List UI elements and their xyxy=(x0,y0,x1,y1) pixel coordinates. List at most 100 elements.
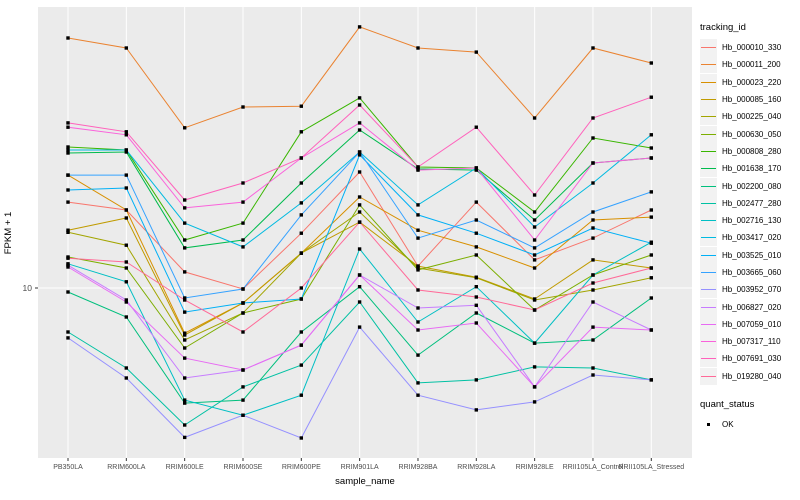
legend-line-swatch xyxy=(701,375,716,377)
data-point xyxy=(591,300,595,304)
data-point xyxy=(416,168,420,172)
data-point xyxy=(299,156,303,160)
data-point xyxy=(591,136,595,140)
data-point xyxy=(299,343,303,347)
x-tick-label: RRIM928LE xyxy=(516,464,554,471)
legend-entry-label: Hb_003665_060 xyxy=(722,268,782,277)
legend-line-swatch xyxy=(701,358,716,360)
legend-key-line-icon xyxy=(700,56,717,74)
x-tick-label: RRII105LA_Stressed xyxy=(618,464,684,471)
data-point xyxy=(124,266,128,270)
data-point xyxy=(183,338,187,342)
legend-entry-label: Hb_000808_280 xyxy=(722,146,782,156)
legend: tracking_id Hb_000010_330 Hb_000011_200 Hb… xyxy=(700,22,800,434)
data-point xyxy=(416,393,420,397)
data-point xyxy=(474,168,478,172)
data-point xyxy=(474,166,478,170)
data-point xyxy=(183,296,187,300)
data-point xyxy=(416,264,420,268)
legend-key-line-icon xyxy=(700,350,717,368)
data-point xyxy=(183,246,187,250)
legend-key-line-icon xyxy=(700,160,717,178)
data-point xyxy=(183,126,187,130)
data-point xyxy=(299,363,303,367)
data-point xyxy=(183,346,187,350)
legend-key-line-icon xyxy=(700,246,717,264)
data-point xyxy=(532,116,537,120)
data-point xyxy=(416,46,420,50)
data-point xyxy=(474,218,478,222)
data-point xyxy=(416,381,420,385)
data-point xyxy=(66,265,70,269)
x-tick-label: RRIM600LA xyxy=(107,464,145,471)
data-point xyxy=(299,104,303,108)
data-point xyxy=(299,251,303,255)
legend-entry-label: Hb_007691_030 xyxy=(722,354,782,364)
legend-entry: Hb_000225_040 xyxy=(700,108,800,126)
data-point xyxy=(124,208,128,212)
data-point xyxy=(183,435,187,440)
data-point xyxy=(66,145,70,149)
data-point xyxy=(591,226,595,230)
x-tick-label: RRII105LA_Control xyxy=(563,464,624,471)
data-point xyxy=(474,378,478,382)
data-point xyxy=(474,295,478,299)
data-point xyxy=(649,296,653,300)
data-point xyxy=(124,216,128,220)
legend-entry-label: Hb_007059_010 xyxy=(722,319,782,329)
y-tick-label: 10 xyxy=(23,283,33,293)
data-point xyxy=(416,213,420,217)
legend-entry-label: Hb_002200_080 xyxy=(722,181,782,191)
data-point xyxy=(66,256,70,260)
data-point xyxy=(66,173,70,177)
data-point xyxy=(649,378,653,382)
data-point xyxy=(241,301,245,305)
data-point xyxy=(183,206,187,210)
legend-title-tracking-id: tracking_id xyxy=(700,22,746,33)
data-point xyxy=(474,321,478,325)
legend-entry: Hb_002716_130 xyxy=(700,212,800,230)
data-point xyxy=(241,221,245,225)
x-tick-label: RRIM600PE xyxy=(282,464,321,471)
data-point xyxy=(532,253,537,257)
legend-key-line-icon xyxy=(700,142,717,160)
legend-line-swatch xyxy=(701,341,716,343)
data-point xyxy=(183,270,187,274)
data-point xyxy=(183,333,187,337)
legend-line-swatch xyxy=(701,99,716,101)
data-point xyxy=(416,268,420,272)
data-point xyxy=(532,246,537,250)
data-point xyxy=(591,181,595,185)
data-points xyxy=(66,25,653,440)
x-tick-label: RRIM600SE xyxy=(224,464,263,471)
data-point xyxy=(299,201,303,205)
data-point xyxy=(591,288,595,292)
legend-entry: Hb_006827_020 xyxy=(700,298,800,316)
legend-key-line-icon xyxy=(700,39,717,57)
data-point xyxy=(474,285,478,289)
data-point xyxy=(299,330,303,334)
x-tick-label: RRIM928LA xyxy=(457,464,495,471)
legend-title-quant-status: quant_status xyxy=(700,398,755,410)
data-point xyxy=(357,103,362,107)
data-point xyxy=(183,298,187,302)
data-point xyxy=(66,188,70,192)
legend-key-line-icon xyxy=(700,73,717,91)
x-axis-title: sample_name xyxy=(335,476,395,487)
legend-line-swatch xyxy=(701,168,716,170)
legend-entry-label: Hb_006827_020 xyxy=(722,302,782,312)
legend-line-swatch xyxy=(701,323,716,325)
data-point xyxy=(416,288,420,292)
data-point xyxy=(416,320,420,324)
legend-key-line-icon xyxy=(700,108,717,126)
x-tick-label: RRIM901LA xyxy=(341,464,379,471)
x-tick-labels: PB350LA RRIM600LA RRIM600LE RRIM600SE RRIM60… xyxy=(53,464,684,471)
data-point xyxy=(649,253,653,257)
data-point xyxy=(241,238,245,242)
data-point xyxy=(357,195,362,199)
data-point xyxy=(183,423,187,427)
legend-entry-label: Hb_007317_110 xyxy=(722,337,781,347)
legend-entry: Hb_002477_280 xyxy=(700,194,800,212)
data-point xyxy=(299,286,303,290)
